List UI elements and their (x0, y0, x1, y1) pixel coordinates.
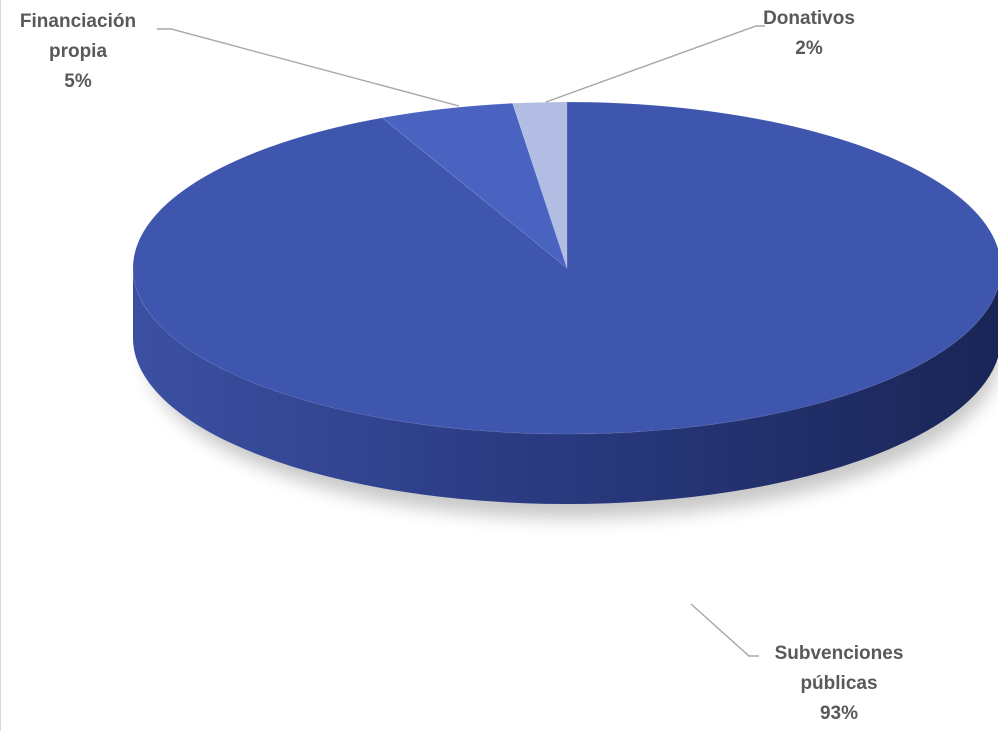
pie-slice-0 (132, 101, 998, 435)
pie-layer (132, 101, 998, 518)
pie-side-wall (133, 268, 998, 504)
label-layer: Subvenciones públicas 93% Financiación propi… (20, 8, 903, 724)
data-label-percent: 2% (795, 38, 823, 59)
data-label-category: Subvenciones (775, 643, 904, 664)
data-label-1: Financiación propia 5% (20, 11, 460, 107)
data-label-category: públicas (800, 673, 877, 694)
data-label-category: propia (49, 41, 107, 62)
leader-line-0 (690, 603, 759, 657)
data-label-category: Financiación (20, 11, 136, 32)
data-label-percent: 5% (64, 71, 92, 92)
leader-line-2 (545, 25, 765, 103)
data-label-0: Subvenciones públicas 93% (690, 603, 904, 724)
pie-slice-2 (512, 101, 568, 269)
data-label-category: Donativos (763, 8, 855, 29)
pie-slice-1 (381, 102, 568, 269)
leader-line-1 (157, 28, 460, 107)
data-label-percent: 93% (820, 703, 858, 724)
data-label-2: Donativos 2% (545, 8, 855, 103)
